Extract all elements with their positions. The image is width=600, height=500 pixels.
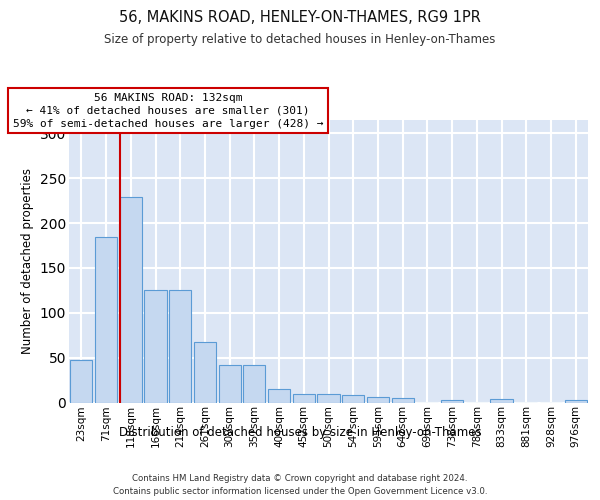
Bar — [194, 342, 216, 402]
Bar — [95, 238, 117, 402]
Bar — [293, 394, 315, 402]
Text: Distribution of detached houses by size in Henley-on-Thames: Distribution of detached houses by size … — [119, 426, 481, 439]
Bar — [169, 290, 191, 403]
Bar — [490, 399, 512, 402]
Text: Contains HM Land Registry data © Crown copyright and database right 2024.
Contai: Contains HM Land Registry data © Crown c… — [113, 474, 487, 496]
Bar — [342, 396, 364, 402]
Bar — [268, 389, 290, 402]
Text: Size of property relative to detached houses in Henley-on-Thames: Size of property relative to detached ho… — [104, 32, 496, 46]
Bar — [441, 400, 463, 402]
Bar — [70, 360, 92, 403]
Text: 56 MAKINS ROAD: 132sqm
← 41% of detached houses are smaller (301)
59% of semi-de: 56 MAKINS ROAD: 132sqm ← 41% of detached… — [13, 92, 323, 129]
Bar — [218, 365, 241, 403]
Bar — [145, 290, 167, 403]
Bar — [243, 365, 265, 403]
Bar — [565, 400, 587, 402]
Text: 56, MAKINS ROAD, HENLEY-ON-THAMES, RG9 1PR: 56, MAKINS ROAD, HENLEY-ON-THAMES, RG9 1… — [119, 10, 481, 25]
Bar — [317, 394, 340, 402]
Bar — [392, 398, 414, 402]
Bar — [119, 197, 142, 402]
Y-axis label: Number of detached properties: Number of detached properties — [21, 168, 34, 354]
Bar — [367, 397, 389, 402]
